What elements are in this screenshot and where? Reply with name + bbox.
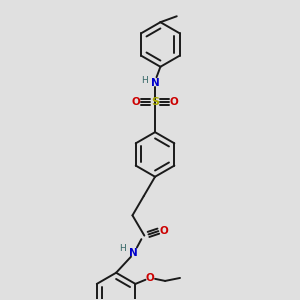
Text: S: S (151, 98, 159, 107)
Text: O: O (170, 98, 179, 107)
Text: H: H (141, 76, 147, 85)
Text: H: H (120, 244, 126, 253)
Text: N: N (151, 78, 159, 88)
Text: O: O (160, 226, 169, 236)
Text: O: O (146, 273, 155, 283)
Text: N: N (129, 248, 137, 257)
Text: O: O (131, 98, 140, 107)
